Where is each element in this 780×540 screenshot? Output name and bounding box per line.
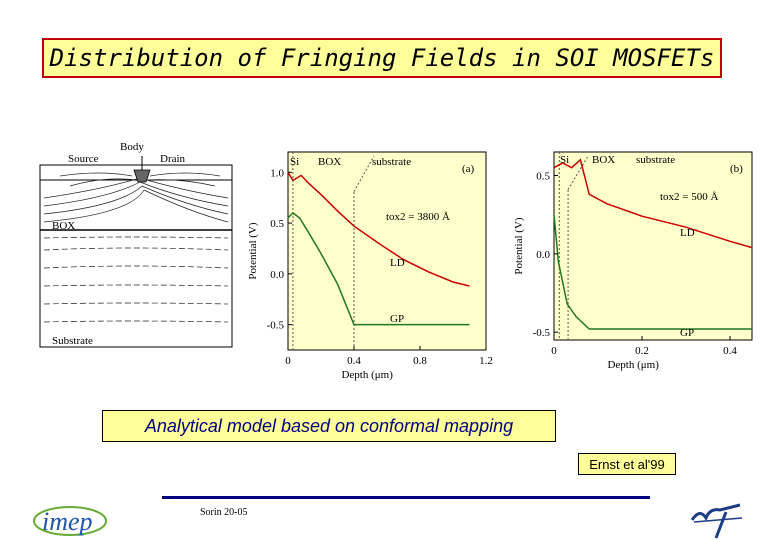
chart-a: 0 0.4 0.8 1.2 1.0 0.5 0.0 -0.5 Depth (μm) Potenti… (247, 151, 493, 381)
chart-b-annotation: tox2 = 500 Å (660, 191, 719, 203)
chart-b-frame (553, 151, 753, 341)
label-source: Source (68, 153, 99, 165)
n7-logo (690, 503, 743, 539)
chart-b-ytick-label: 0.5 (536, 171, 550, 183)
chart-b-ytick-label: 0.0 (536, 249, 550, 261)
label-substrate: Substrate (52, 335, 93, 347)
chart-b-region-substrate: substrate (636, 154, 675, 166)
chart-a-xtick-label: 1.2 (479, 355, 493, 367)
reference-label: Ernst et al'99 (578, 453, 676, 475)
chart-b-region-si: Si (560, 154, 569, 166)
chart-a-series-gp (287, 211, 470, 326)
imep-logo: imep (33, 506, 107, 536)
chart-b-xtick-label: 0 (551, 345, 557, 357)
label-drain: Drain (160, 153, 186, 165)
label-box: BOX (52, 220, 75, 232)
model-caption: Analytical model based on conformal mapp… (102, 410, 556, 442)
chart-a-series-label-gp: GP (390, 313, 404, 325)
chart-a-xtick-label: 0.4 (347, 355, 361, 367)
chart-b-xtick-label: 0.4 (723, 345, 737, 357)
chart-a-ytick-label: 1.0 (270, 167, 284, 179)
chart-b-series-ld (553, 158, 753, 249)
label-body: Body (120, 141, 144, 153)
chart-a-ytick-label: 0.5 (270, 218, 284, 230)
chart-a-xlabel: Depth (μm) (341, 369, 393, 381)
imep-logo-text: imep (42, 507, 93, 536)
chart-a-series-ld (287, 171, 470, 287)
chart-b-panel-label: (b) (730, 163, 743, 175)
chart-a-region-substrate: substrate (372, 156, 411, 168)
chart-b-box-divider-tail (567, 155, 589, 190)
chart-b-plot-bg (554, 152, 752, 340)
device-sketch: Body Source Drain BOX Substrate (39, 141, 233, 348)
chart-a-ytick-label: 0.0 (270, 269, 284, 281)
chart-b-ytick-label: -0.5 (533, 327, 551, 339)
chart-a-frame (287, 151, 487, 351)
chart-a-annotation: tox2 = 3800 Å (386, 211, 450, 223)
chart-a-ylabel: Potential (V) (247, 222, 259, 279)
chart-b-series-label-ld: LD (680, 227, 695, 239)
footer-text: Sorin 20-05 (200, 507, 248, 518)
chart-a-xtick-label: 0 (285, 355, 291, 367)
slide-title: Distribution of Fringing Fields in SOI M… (49, 44, 715, 72)
chart-b-xtick-label: 0.2 (635, 345, 649, 357)
chart-a-region-box: BOX (318, 156, 341, 168)
chart-b-region-box: BOX (592, 154, 615, 166)
chart-b: 0 0.2 0.4 0.5 0.0 -0.5 Depth (μm) Potential (V)… (513, 151, 753, 371)
chart-b-ylabel: Potential (V) (513, 217, 525, 274)
chart-a-series-label-ld: LD (390, 257, 405, 269)
chart-a-plot-bg (288, 152, 486, 350)
chart-a-panel-label: (a) (462, 163, 475, 175)
chart-a-xtick-label: 0.8 (413, 355, 427, 367)
chart-a-region-si: Si (290, 156, 299, 168)
chart-b-series-label-gp: GP (680, 327, 694, 339)
chart-a-box-divider-tail (353, 155, 375, 192)
chart-b-xlabel: Depth (μm) (607, 359, 659, 371)
chart-a-ytick-label: -0.5 (267, 320, 285, 332)
footer-divider (162, 496, 650, 499)
slide-title-box: Distribution of Fringing Fields in SOI M… (42, 38, 722, 78)
